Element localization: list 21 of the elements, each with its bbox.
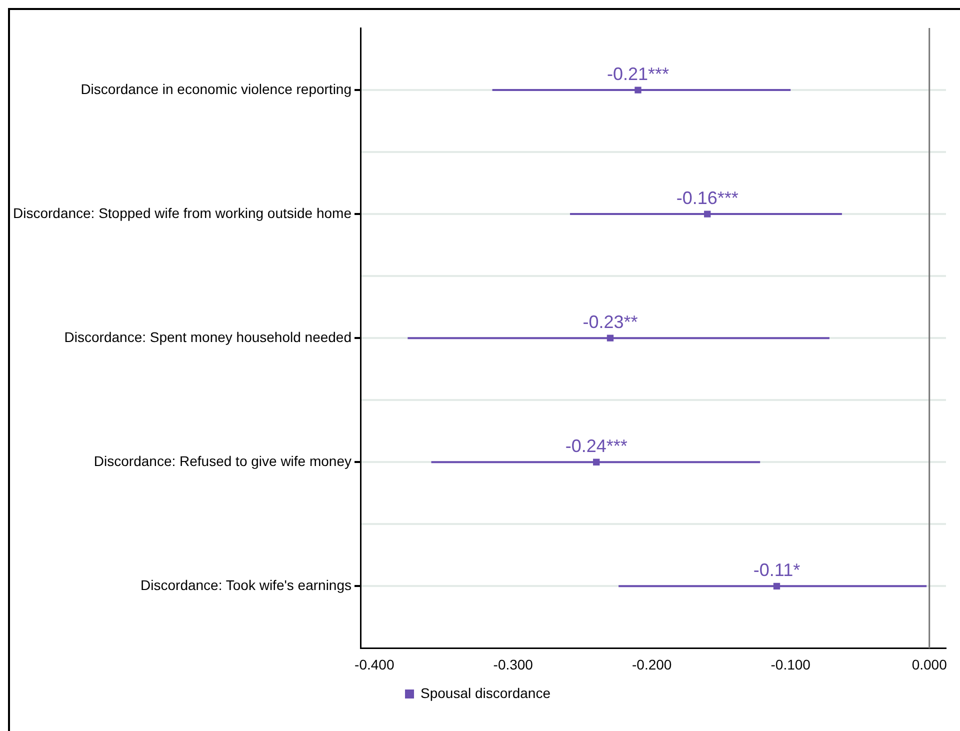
point [634,86,642,94]
point [593,458,600,466]
data-label: -0.11* [753,560,800,580]
legend-label: Spousal discordance [420,684,551,701]
data-label: -0.16*** [676,188,738,208]
data-label: -0.23** [582,312,638,332]
point [606,334,614,342]
x-tick-label: -0.100 [770,656,811,672]
x-tick-label: 0.000 [912,656,948,672]
point [773,582,780,590]
data-label: -0.21*** [606,64,670,84]
x-tick-label: -0.300 [493,656,534,672]
y-tick-label: Discordance: Spent money household needed [64,328,352,345]
x-tick-label: -0.200 [632,656,672,672]
point [704,210,711,218]
data-label: -0.24*** [565,436,628,456]
y-tick-label: Discordance in economic violence reporting [80,80,352,97]
y-tick-label: Discordance: Stopped wife from working outside home [12,204,352,221]
y-tick-label: Discordance: Took wife's earnings [140,577,352,594]
x-tick-label: -0.400 [354,656,394,672]
y-tick-label: Discordance: Refused to give wife money [94,453,352,469]
